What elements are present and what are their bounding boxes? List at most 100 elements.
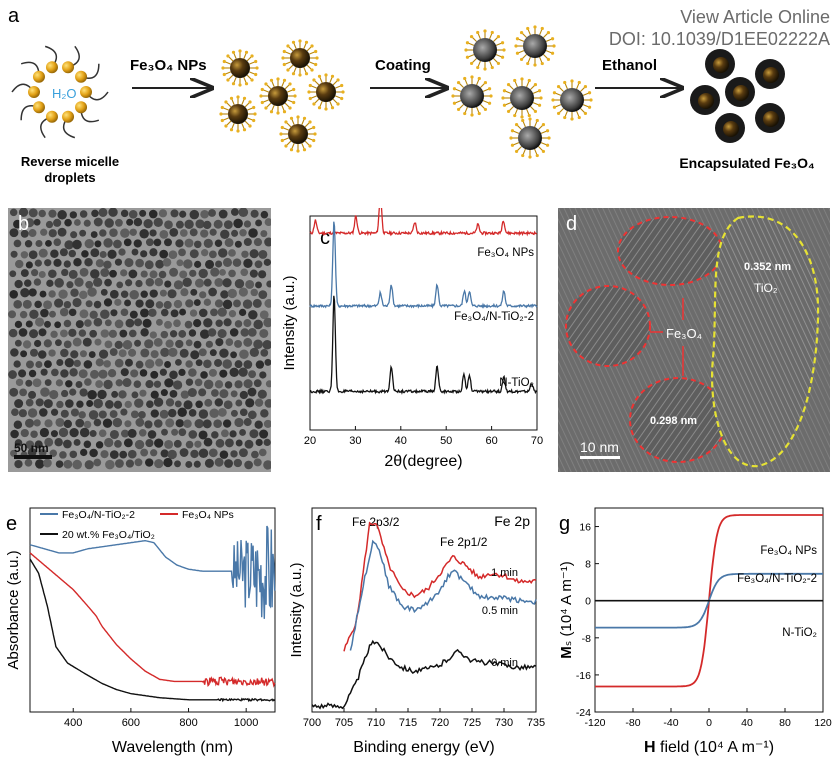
- coated-nanoparticle: [501, 77, 543, 119]
- x-tick-label: 735: [527, 717, 545, 729]
- surfactant-head: [80, 86, 92, 98]
- nanoparticle-dot: [169, 370, 178, 380]
- nanoparticle-dot: [173, 299, 183, 309]
- y-axis-label: Mₛ (10⁴ A m⁻¹): [558, 561, 575, 658]
- nanoparticle-dot: [215, 319, 223, 327]
- nanoparticle-dot: [134, 458, 143, 467]
- nanoparticle-dot: [59, 307, 69, 317]
- nanoparticle-dot: [185, 339, 193, 347]
- panel-a-schematic: a H₂O Fe₃O₄ NPs Coating Ethanol Reverse …: [8, 5, 815, 185]
- nanoparticle-dot: [177, 407, 187, 418]
- nanoparticle-dot: [178, 368, 186, 377]
- nanoparticle-dot: [10, 250, 18, 258]
- nanoparticle-dot: [200, 209, 209, 219]
- nanoparticle-dot: [42, 458, 52, 468]
- nanoparticle-dot: [163, 457, 173, 468]
- nanoparticle-dot: [238, 308, 247, 317]
- nanoparticle-dot: [25, 320, 33, 328]
- nanoparticle-dot: [134, 439, 145, 450]
- nanoparticle-dot: [28, 390, 37, 399]
- nanoparticle-dot: [131, 248, 139, 256]
- nanoparticle-dot: [142, 318, 152, 328]
- nanoparticle-dot: [95, 358, 104, 367]
- nanoparticle-dot: [263, 317, 271, 328]
- nanoparticle-dot: [135, 360, 144, 369]
- nanoparticle-dot: [54, 278, 64, 288]
- nanoparticle-dot: [75, 320, 84, 329]
- nanoparticle-dot: [11, 408, 19, 417]
- nanoparticle-dot: [193, 460, 201, 468]
- nanoparticle-dot: [120, 269, 128, 277]
- nanoparticle-dot: [38, 209, 46, 218]
- fe3o4-nanoparticle: [307, 73, 345, 111]
- nanoparticle-dot: [35, 360, 43, 369]
- view-article-link[interactable]: View Article Online: [680, 7, 830, 27]
- nanoparticle-dot: [103, 238, 113, 248]
- nanoparticle-dot: [239, 408, 248, 417]
- nanoparticle-dot: [153, 238, 162, 247]
- arrow-1-label: Fe₃O₄ NPs: [130, 57, 207, 74]
- nanoparticle-dot: [75, 418, 85, 428]
- nanoparticle-dot: [89, 448, 98, 458]
- nanoparticle-dot: [68, 249, 77, 258]
- nanoparticle-dot: [48, 209, 57, 218]
- nanoparticle-dot: [135, 279, 143, 288]
- nanoparticle-dot: [85, 280, 94, 289]
- nanoparticle-dot: [198, 268, 208, 279]
- nanoparticle-dot: [82, 337, 92, 347]
- nanoparticle-dot: [134, 339, 142, 347]
- y-tick-label: -24: [576, 707, 591, 719]
- d-spacing-2: 0.298 nm: [650, 415, 697, 427]
- nanoparticle-dot: [153, 337, 163, 347]
- nanoparticle-dot: [13, 219, 22, 229]
- nanoparticle-dot: [150, 449, 158, 457]
- nanoparticle-dot: [53, 258, 62, 267]
- x-axis-label: H field (10⁴ A m⁻¹): [644, 739, 774, 756]
- nanoparticle-dot: [159, 249, 169, 259]
- nanoparticle-dot: [217, 408, 227, 417]
- nanoparticle-dot: [46, 279, 54, 287]
- nanoparticle-dot: [123, 438, 133, 448]
- nanoparticle-dot: [238, 208, 249, 218]
- nanoparticle-dot: [54, 321, 62, 329]
- nanoparticle-dot: [10, 348, 19, 357]
- nanoparticle-dot: [259, 310, 269, 320]
- nanoparticle-dot: [44, 360, 52, 369]
- nanoparticle-dot: [70, 231, 78, 239]
- nanoparticle-dot: [159, 229, 169, 239]
- nanoparticle-dot: [93, 300, 102, 309]
- nanoparticle-dot: [94, 338, 102, 346]
- nanoparticle-dot: [79, 388, 88, 397]
- nanoparticle-dot: [133, 217, 143, 227]
- nanoparticle-dot: [229, 328, 239, 337]
- nanoparticle-dot: [214, 299, 224, 308]
- nanoparticle-dot: [204, 398, 213, 407]
- nanoparticle-dot: [234, 417, 244, 428]
- nanoparticle-dot: [144, 359, 155, 369]
- peak-label-2: Fe 2p1/2: [440, 535, 488, 549]
- coated-nanoparticle: [551, 79, 593, 121]
- nanoparticle-dot: [238, 448, 248, 458]
- nanoparticle-dot: [108, 208, 118, 217]
- x-tick-label: -120: [584, 717, 605, 729]
- nanoparticle-dot: [81, 250, 89, 258]
- nanoparticle-dot: [255, 219, 263, 227]
- nanoparticle-dot: [139, 389, 147, 397]
- nanoparticle-dot: [133, 239, 142, 248]
- nanoparticle-dot: [120, 308, 129, 317]
- nanoparticle-dot: [224, 381, 233, 389]
- nanoparticle-dot: [249, 429, 259, 439]
- nanoparticle-dot: [104, 278, 112, 287]
- nanoparticle-dot: [115, 459, 124, 468]
- nanoparticle-dot: [234, 339, 242, 348]
- nanoparticle-dot: [40, 368, 48, 376]
- nanoparticle-dot: [49, 389, 59, 400]
- nanoparticle-dot: [214, 380, 224, 389]
- nanoparticle-dot: [222, 419, 232, 428]
- nanoparticle-dot: [60, 369, 69, 378]
- nanoparticle-dot: [18, 409, 27, 418]
- nanoparticle-dot: [187, 387, 197, 398]
- panel-d-hrtem-image: 0.352 nm TiO₂ Fe₃O₄ 0.298 nm d 10 nm: [558, 208, 830, 472]
- nanoparticle-dot: [258, 290, 268, 300]
- y-tick-label: 0: [585, 596, 591, 608]
